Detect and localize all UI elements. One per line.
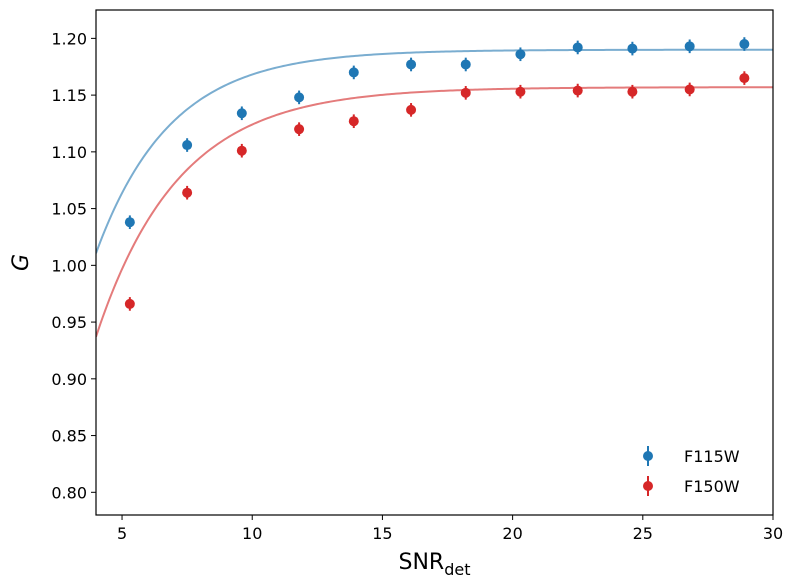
marker	[627, 86, 638, 97]
data-points	[124, 37, 750, 311]
y-tick-label: 0.90	[51, 370, 87, 389]
data-point-f115w	[124, 215, 135, 230]
data-point-f115w	[406, 57, 417, 72]
legend-item-f115w: F115W	[643, 446, 740, 466]
y-tick-label: 0.95	[51, 313, 87, 332]
data-point-f150w	[515, 84, 526, 99]
y-axis-ticks: 0.80 0.85 0.90 0.95 1.00 1.05 1.10 1.15 1.20	[51, 29, 96, 502]
data-point-f150w	[406, 103, 417, 117]
y-tick-label: 0.85	[51, 427, 87, 446]
marker	[739, 73, 750, 84]
y-axis-label: G	[9, 254, 34, 271]
data-point-f115w	[684, 39, 695, 54]
x-axis-label: SNRdet	[399, 550, 471, 579]
data-point-f150w	[739, 71, 750, 85]
data-point-f115w	[572, 40, 583, 55]
data-point-f115w	[236, 106, 247, 121]
marker	[684, 41, 695, 52]
data-point-f150w	[294, 122, 305, 136]
x-tick-label: 30	[763, 524, 783, 543]
y-tick-label: 1.00	[51, 256, 87, 275]
y-tick-label: 1.10	[51, 143, 87, 162]
x-axis-label-subscript: det	[444, 560, 470, 579]
marker	[182, 187, 193, 198]
marker	[406, 104, 417, 115]
plot-frame	[95, 9, 774, 516]
marker	[294, 92, 305, 103]
data-point-f115w	[182, 138, 193, 152]
marker	[515, 86, 526, 97]
legend-label: F115W	[684, 447, 740, 466]
x-tick-label: 20	[502, 524, 522, 543]
y-tick-label: 0.80	[51, 483, 87, 502]
fit-curves	[96, 48, 773, 338]
data-point-f150w	[182, 185, 193, 200]
x-tick-label: 5	[117, 524, 127, 543]
data-point-f115w	[627, 41, 638, 56]
legend: F115W F150W	[643, 446, 740, 496]
marker	[182, 140, 193, 151]
fit-curve-f150w	[96, 86, 773, 338]
legend-marker	[643, 451, 653, 461]
legend-item-f150w: F150W	[643, 476, 740, 496]
data-point-f150w	[348, 114, 359, 129]
data-point-f115w	[739, 37, 750, 51]
marker	[572, 85, 583, 96]
marker	[627, 43, 638, 54]
marker	[684, 84, 695, 95]
marker	[124, 298, 135, 309]
y-tick-label: 1.15	[51, 86, 87, 105]
y-tick-label: 1.05	[51, 200, 87, 219]
x-tick-label: 10	[242, 524, 262, 543]
data-point-f115w	[515, 47, 526, 62]
data-point-f150w	[460, 86, 471, 100]
marker	[739, 39, 750, 50]
data-point-f150w	[124, 297, 135, 311]
legend-label: F150W	[684, 477, 740, 496]
marker	[294, 124, 305, 135]
x-axis-ticks: 5 10 15 20 25 30	[117, 515, 783, 543]
marker	[348, 67, 359, 78]
data-point-f150w	[572, 83, 583, 98]
marker	[460, 87, 471, 98]
marker	[406, 59, 417, 70]
marker	[572, 42, 583, 53]
x-tick-label: 15	[372, 524, 392, 543]
data-point-f115w	[460, 57, 471, 72]
marker	[124, 217, 135, 228]
marker	[236, 108, 247, 119]
x-tick-label: 25	[633, 524, 653, 543]
legend-marker	[643, 481, 653, 491]
marker	[236, 145, 247, 156]
marker	[515, 49, 526, 60]
x-axis-label-main: SNR	[399, 550, 445, 575]
data-point-f115w	[294, 90, 305, 105]
y-tick-label: 1.20	[51, 29, 87, 48]
data-point-f115w	[348, 65, 359, 80]
fit-curve-f115w	[96, 48, 773, 254]
data-point-f150w	[236, 143, 247, 158]
marker	[460, 59, 471, 70]
marker	[348, 116, 359, 127]
data-point-f150w	[684, 82, 695, 97]
data-point-f150w	[627, 84, 638, 99]
